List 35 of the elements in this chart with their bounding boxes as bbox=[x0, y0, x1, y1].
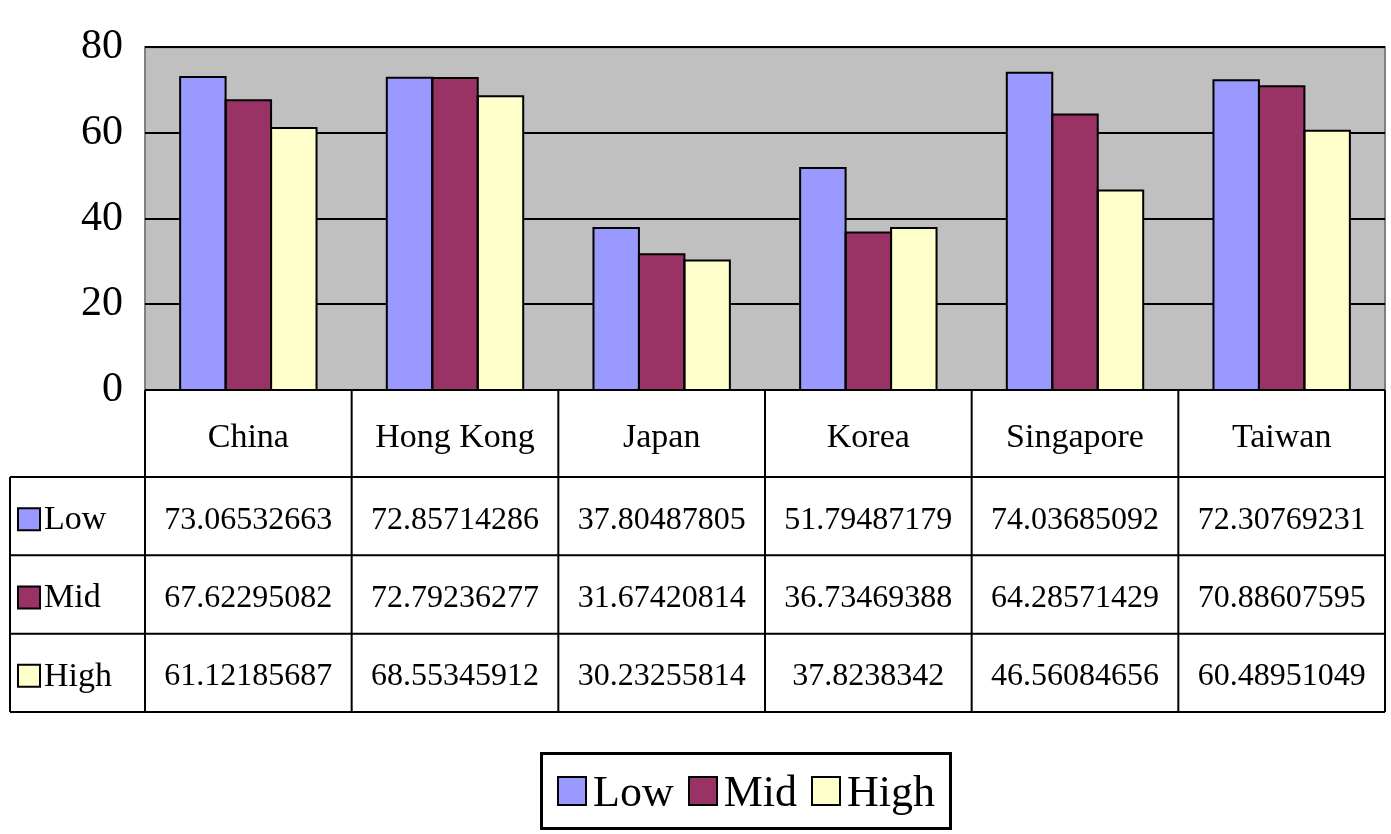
data-label: 72.30769231 bbox=[1197, 499, 1366, 536]
data-label: 30.23255814 bbox=[577, 656, 746, 693]
text: Low bbox=[593, 766, 674, 816]
y-tick-label: 80 bbox=[81, 21, 123, 68]
data-label: 37.80487805 bbox=[577, 499, 746, 536]
data-label: 61.12185687 bbox=[164, 656, 333, 693]
legend-label: Mid bbox=[44, 577, 101, 615]
x-tick-label: China bbox=[207, 417, 289, 455]
x-tick-label: Japan bbox=[622, 417, 701, 455]
data-label: 68.55345912 bbox=[371, 656, 539, 693]
x-tick-label: Singapore bbox=[1006, 417, 1144, 455]
text: High bbox=[847, 766, 936, 816]
data-label: 46.56084656 bbox=[991, 656, 1159, 693]
y-tick-label: 20 bbox=[81, 278, 123, 325]
data-label: 73.06532663 bbox=[164, 499, 333, 536]
data-label: 36.73469388 bbox=[784, 577, 953, 614]
data-label: 67.62295082 bbox=[164, 577, 333, 614]
y-tick-label: 0 bbox=[102, 364, 123, 411]
x-tick-label: Hong Kong bbox=[375, 417, 535, 455]
x-tick-label: Taiwan bbox=[1231, 417, 1332, 455]
text: Mid bbox=[723, 766, 798, 816]
legend-label: Low bbox=[44, 499, 107, 537]
y-tick-label: 60 bbox=[81, 106, 123, 153]
data-label: 51.79487179 bbox=[784, 499, 953, 536]
data-label: 72.79236277 bbox=[371, 577, 539, 614]
data-label: 74.03685092 bbox=[991, 499, 1159, 536]
legend-label: High bbox=[44, 655, 112, 693]
x-tick-label: Korea bbox=[826, 417, 910, 455]
data-label: 72.85714286 bbox=[371, 499, 539, 536]
data-label: 70.88607595 bbox=[1197, 577, 1366, 614]
y-tick-label: 40 bbox=[81, 192, 123, 239]
data-label: 37.8238342 bbox=[792, 656, 945, 693]
data-label: 60.48951049 bbox=[1197, 656, 1366, 693]
data-label: 31.67420814 bbox=[577, 577, 746, 614]
data-label: 64.28571429 bbox=[991, 577, 1159, 614]
